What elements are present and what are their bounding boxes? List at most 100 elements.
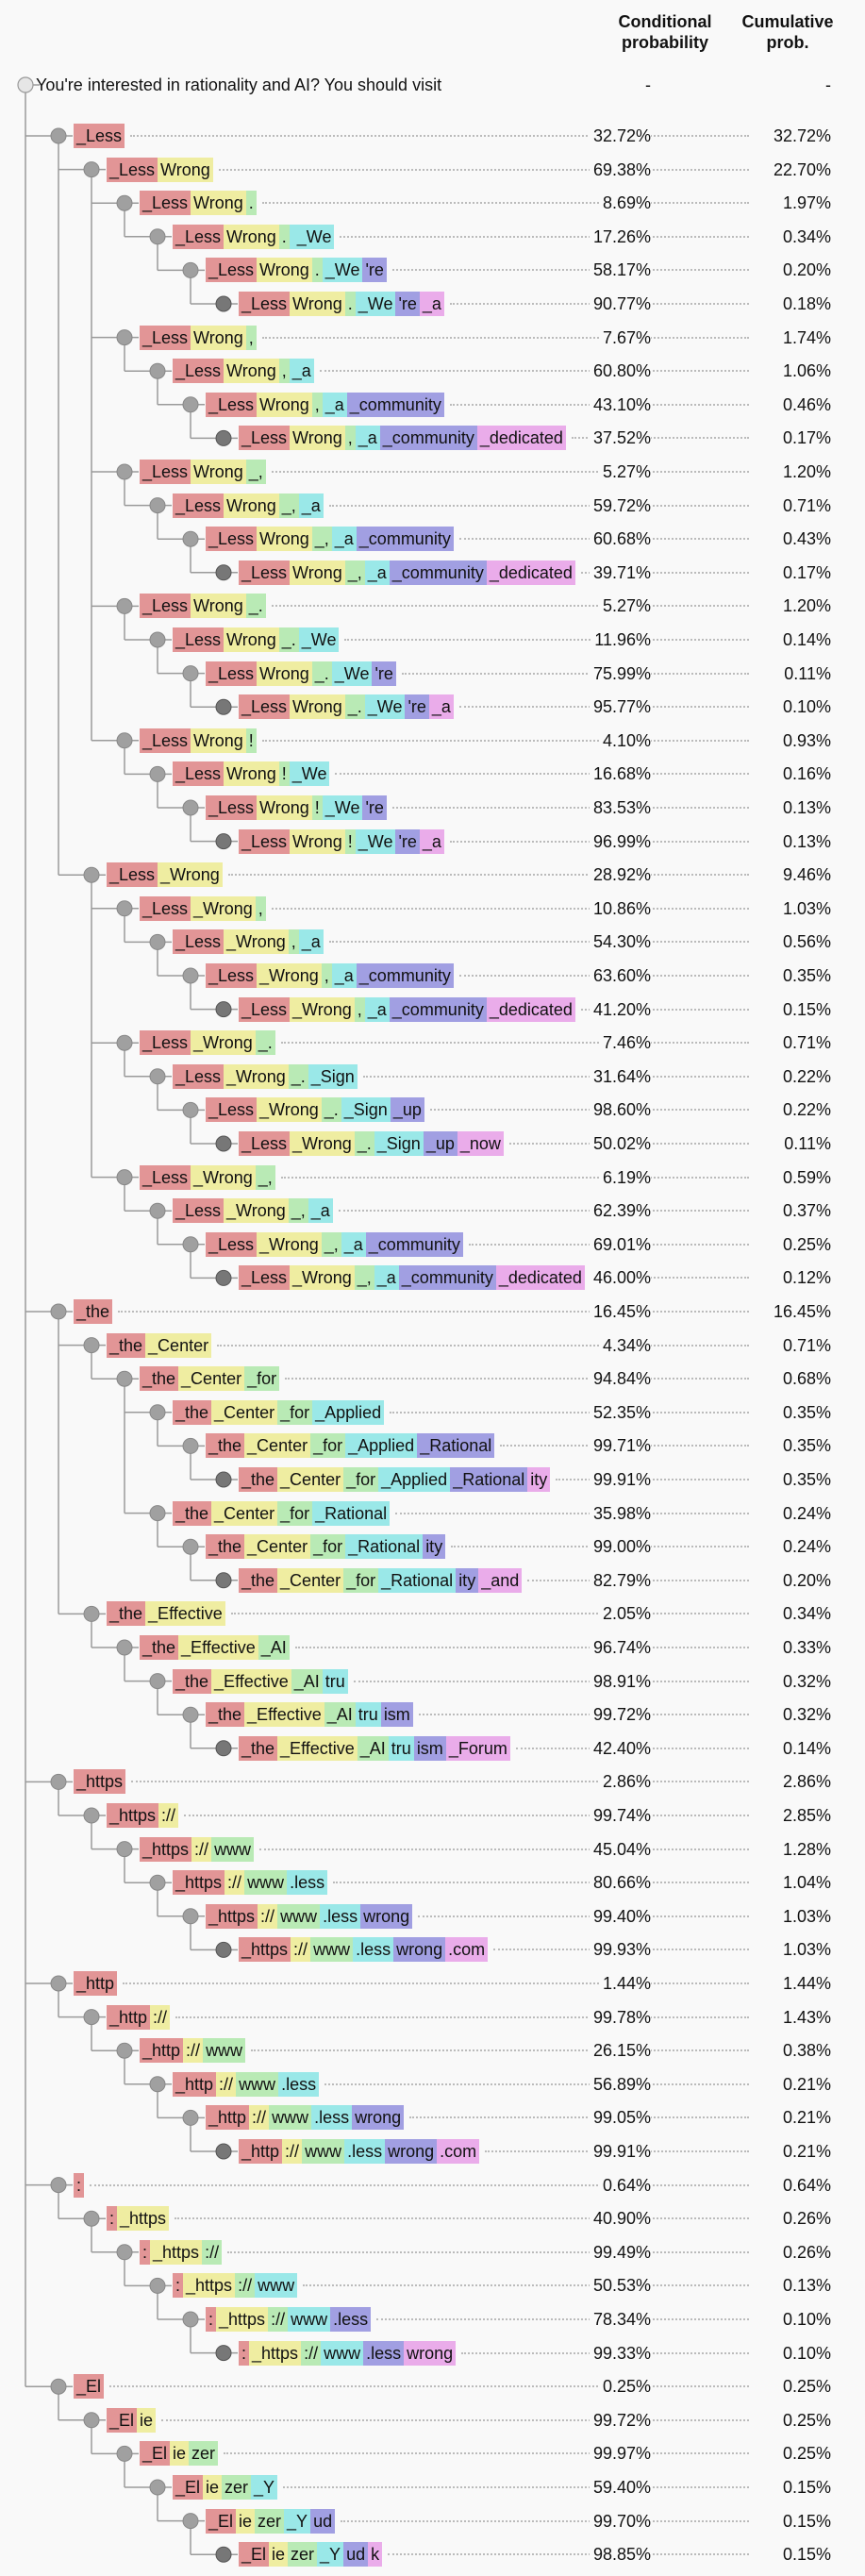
token-chip: _a — [331, 963, 357, 988]
token-chip: 're — [362, 258, 387, 283]
conditional-probability: 83.53% — [589, 795, 651, 820]
leader-dots — [556, 1479, 749, 1480]
token-sequence: _Less Wrong. _We're — [206, 258, 387, 283]
token-chip: www — [236, 2071, 279, 2097]
token-sequence: : _https://www .less — [206, 2307, 372, 2332]
branch-node-circle — [116, 1169, 133, 1186]
leader-dots — [354, 1680, 749, 1682]
token-chip: Wrong — [290, 292, 345, 316]
branch-node-circle — [83, 1337, 100, 1354]
token-chip: 're — [395, 292, 420, 316]
conditional-probability: 4.34% — [598, 1332, 651, 1358]
token-sequence: _the — [74, 1299, 113, 1324]
token-sequence: _http:// — [107, 2004, 171, 2030]
token-chip: _AI — [357, 1735, 389, 1761]
cumulative-probability: 1.43% — [778, 2004, 831, 2030]
token-chip: Wrong — [224, 359, 279, 384]
leader-dots — [175, 2217, 749, 2220]
token-sequence: _El ie zer _Y ud — [206, 2508, 336, 2534]
conditional-probability: 16.68% — [589, 761, 651, 787]
leader-dots — [272, 471, 749, 473]
tree-row: _Less Wrong _, _a _community 60.68% 0.43% — [0, 522, 865, 556]
conditional-probability: 62.39% — [589, 1198, 651, 1224]
conditional-probability: 96.99% — [589, 828, 651, 854]
token-chip: _Center — [277, 1567, 344, 1593]
conditional-probability: 28.92% — [589, 862, 651, 888]
token-chip: Wrong — [257, 661, 312, 686]
token-chip: _for — [244, 1366, 280, 1392]
branch-node-circle — [116, 900, 133, 917]
token-chip: _Less — [239, 1265, 291, 1291]
conditional-probability: 75.99% — [589, 661, 651, 686]
token-chip: _Center — [211, 1500, 278, 1526]
token-sequence: _Less _Wrong, — [140, 895, 266, 921]
leaf-node-circle — [215, 564, 232, 581]
token-chip: _dedicated — [486, 996, 575, 1022]
token-sequence: _El ie — [107, 2407, 157, 2433]
cumulative-probability: 0.59% — [778, 1164, 831, 1190]
tree-row: _Less Wrong _, 5.27% 1.20% — [0, 455, 865, 489]
token-chip: _now — [457, 1131, 504, 1156]
tree-row: _Less Wrong _. _We're _a 95.77% 0.10% — [0, 690, 865, 724]
tree-row: _the 16.45% 16.45% — [0, 1295, 865, 1329]
tree-row: _Less Wrong _, _a 59.72% 0.71% — [0, 489, 865, 523]
token-chip: _https — [150, 2239, 203, 2265]
token-chip: _https — [183, 2273, 236, 2299]
token-chip: _Less — [239, 1131, 291, 1156]
token-sequence: _Less Wrong _, _a _community — [206, 527, 454, 552]
token-chip: ity — [527, 1467, 551, 1492]
branch-node-circle — [116, 2445, 133, 2462]
leader-dots — [392, 807, 749, 809]
cumulative-probability: 1.20% — [778, 594, 831, 619]
token-chip: _Less — [74, 124, 125, 148]
conditional-probability: 99.93% — [589, 1937, 651, 1963]
token-chip: _Wrong — [224, 1063, 289, 1089]
cumulative-probability: 0.13% — [778, 795, 831, 820]
leader-dots — [272, 605, 749, 608]
leader-dots — [175, 2016, 749, 2018]
token-chip: _El — [140, 2441, 171, 2467]
token-sequence: _Less _Wrong _. _Sign — [173, 1063, 358, 1089]
conditional-probability: 54.30% — [589, 929, 651, 955]
cumulative-probability: 0.46% — [778, 392, 831, 417]
branch-node-circle — [116, 329, 133, 346]
token-chip: _Less — [140, 460, 191, 484]
branch-node-circle — [116, 2042, 133, 2059]
conditional-probability: 99.91% — [589, 1467, 651, 1492]
token-chip: _http — [239, 2139, 283, 2164]
token-chip: _https — [173, 1870, 225, 1896]
token-sequence: _the _Center _for _Applied — [173, 1399, 385, 1425]
token-chip: _https — [117, 2206, 170, 2232]
token-chip: 're — [362, 795, 387, 820]
cumulative-probability: 0.11% — [780, 1131, 831, 1156]
token-chip: _Center — [244, 1534, 311, 1560]
tree-row: _the _Effective _AI tru ism _Forum 42.40% 0.14% — [0, 1731, 865, 1765]
leaf-node-circle — [215, 698, 232, 715]
token-chip: _https — [239, 1937, 291, 1963]
token-chip: _Wrong — [257, 963, 322, 988]
conditional-probability: 56.89% — [589, 2071, 651, 2097]
token-chip: ud — [310, 2508, 336, 2534]
token-chip: www — [310, 1937, 354, 1963]
conditional-probability: 69.01% — [589, 1231, 651, 1257]
token-chip: _Y — [251, 2475, 278, 2500]
tree-row: : _https://www .less wrong 99.33% 0.10% — [0, 2336, 865, 2370]
token-chip: _a — [308, 1198, 333, 1224]
leader-dots — [395, 1512, 749, 1514]
cumulative-probability: 0.17% — [778, 426, 831, 451]
cumulative-probability: 0.14% — [778, 627, 831, 652]
leader-dots — [90, 2183, 749, 2186]
tree-row: _https://www 45.04% 1.28% — [0, 1832, 865, 1866]
conditional-probability: 4.10% — [598, 728, 651, 753]
token-chip: ie — [203, 2475, 223, 2500]
token-chip: .com — [437, 2139, 480, 2164]
leader-dots — [228, 874, 749, 877]
leader-dots — [333, 1882, 749, 1884]
leader-dots — [409, 2116, 749, 2119]
token-chip: _for — [343, 1467, 379, 1492]
token-sequence: _Less _Wrong, _a _community — [206, 963, 454, 988]
conditional-probability: 11.96% — [591, 627, 651, 652]
token-chip: _El — [107, 2407, 138, 2433]
token-sequence: _Less _Wrong, _a — [173, 929, 324, 955]
token-chip: _for — [310, 1534, 346, 1560]
